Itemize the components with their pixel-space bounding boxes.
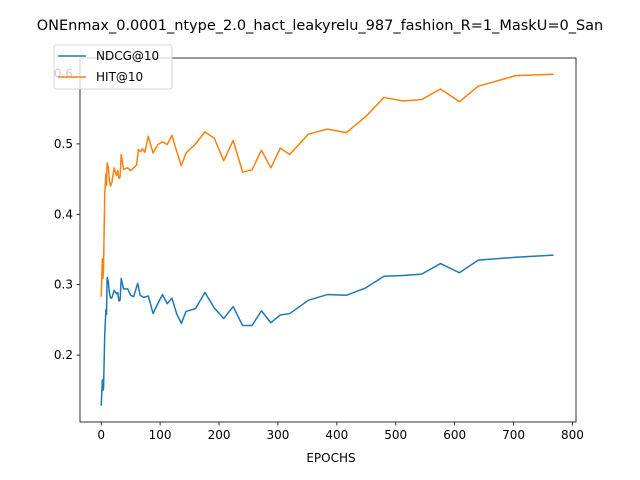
chart-title: ONEnmax_0.0001_ntype_2.0_hact_leakyrelu_…	[37, 18, 603, 34]
plot-lines	[100, 73, 554, 406]
x-tick-label: 300	[266, 428, 289, 442]
legend-label-ndcg: NDCG@10	[96, 49, 159, 63]
plot-frame	[79, 57, 577, 423]
x-tick-label: 0	[97, 428, 105, 442]
x-tick-label: 700	[502, 428, 525, 442]
series-line-hit-10	[100, 73, 554, 297]
legend-label-hit: HIT@10	[96, 70, 143, 84]
series-line-ndcg-10	[100, 254, 554, 406]
y-tick-label: 0.2	[54, 348, 73, 362]
x-tick-label: 800	[561, 428, 584, 442]
legend: NDCG@10 HIT@10	[53, 44, 173, 90]
x-tick-label: 600	[443, 428, 466, 442]
y-tick-label: 0.5	[54, 137, 73, 151]
y-tick-label: 0.3	[54, 278, 73, 292]
x-tick-label: 400	[325, 428, 348, 442]
x-tick-label: 500	[384, 428, 407, 442]
y-tick-label: 0.4	[54, 207, 73, 221]
x-tick-label: 100	[149, 428, 172, 442]
x-axis-label: EPOCHS	[306, 451, 355, 465]
x-axis-ticks: 0 100 200 300 400 500 600 700 800	[97, 422, 584, 442]
x-tick-label: 200	[208, 428, 231, 442]
